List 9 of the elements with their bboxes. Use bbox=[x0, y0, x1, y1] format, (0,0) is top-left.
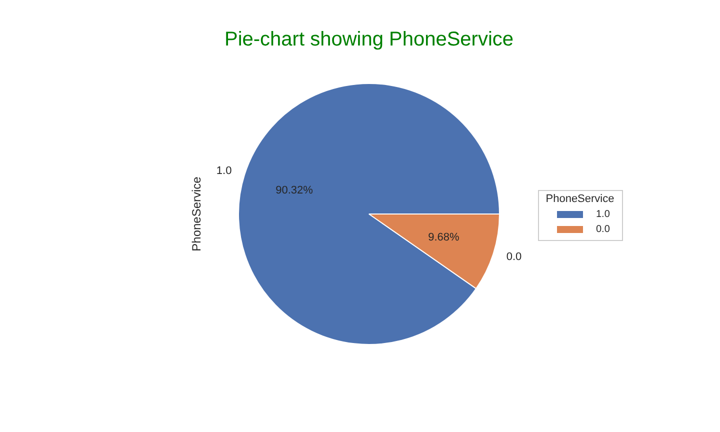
text: PhoneService bbox=[189, 176, 204, 252]
legend-label: 1.0 bbox=[596, 208, 610, 220]
slice-label: 1.0 bbox=[216, 165, 232, 178]
chart-title: Pie-chart showing PhoneService bbox=[224, 28, 514, 51]
legend-label: 0.0 bbox=[596, 224, 610, 235]
legend-title: PhoneService bbox=[546, 193, 614, 206]
data-label: 9.68% bbox=[428, 231, 460, 244]
data-label: 90.32% bbox=[276, 184, 314, 197]
slice-label: 0.0 bbox=[506, 251, 522, 264]
